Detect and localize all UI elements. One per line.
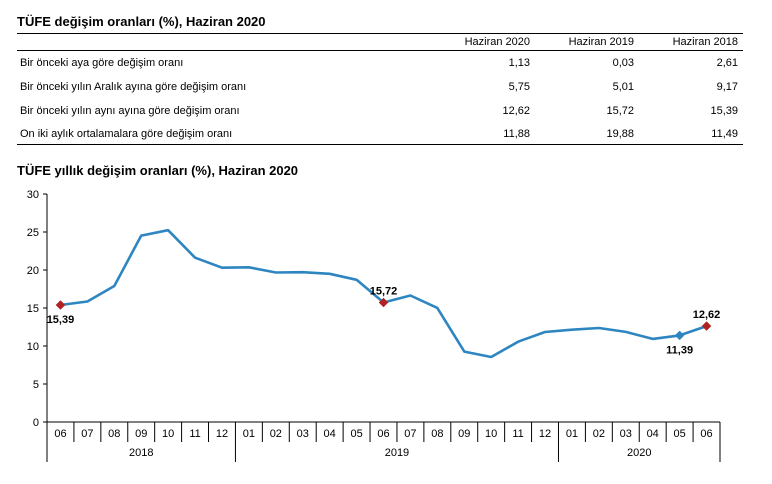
header-empty-cell (17, 33, 431, 51)
row-label: Bir önceki aya göre değişim oranı (20, 57, 184, 69)
x-tick-label: 11 (189, 428, 200, 440)
table-cell: 11,49 (639, 123, 743, 145)
data-label: 15,72 (370, 286, 398, 298)
data-label: 15,39 (47, 314, 75, 326)
x-tick-label: 05 (673, 428, 685, 440)
x-tick-label: 02 (270, 428, 282, 440)
x-tick-label: 09 (135, 428, 147, 440)
year-group-label: 2020 (627, 447, 651, 459)
data-point-marker (701, 321, 712, 331)
x-tick-label: 09 (458, 428, 470, 440)
y-tick-label: 15 (27, 303, 39, 315)
chart-title: TÜFE yıllık değişim oranları (%), Hazira… (17, 163, 299, 178)
x-tick-label: 07 (81, 428, 93, 440)
table-cell: 15,72 (606, 105, 634, 117)
data-label: 11,39 (666, 344, 693, 356)
x-tick-label: 06 (54, 428, 66, 440)
x-tick-label: 11 (512, 428, 523, 440)
change-rates-table: Haziran 2020 Haziran 2019 Haziran 2018 B… (17, 33, 743, 145)
y-tick-label: 20 (27, 265, 39, 277)
table-cell: 19,88 (535, 123, 639, 145)
row-label: Bir önceki yılın Aralık ayına göre değiş… (20, 81, 247, 93)
x-tick-label: 01 (566, 428, 578, 440)
x-tick-label: 12 (539, 428, 551, 440)
data-point-marker (55, 300, 66, 310)
x-tick-label: 10 (485, 428, 497, 440)
table-row: On iki aylık ortalamalara göre değişim o… (17, 123, 743, 145)
column-header: Haziran 2020 (431, 33, 535, 51)
x-tick-label: 03 (620, 428, 632, 440)
table-header-row: Haziran 2020 Haziran 2019 Haziran 2018 (17, 33, 743, 51)
table-row: Bir önceki aya göre değişim oranı 1,13 0… (17, 51, 743, 76)
column-header: Haziran 2019 (535, 33, 639, 51)
table-cell: 5,75 (508, 81, 530, 93)
table-cell: 2,61 (716, 57, 738, 69)
x-tick-label: 04 (647, 428, 659, 440)
x-tick-label: 03 (297, 428, 309, 440)
y-tick-label: 0 (33, 417, 39, 429)
data-point-marker (674, 330, 685, 341)
y-tick-label: 25 (27, 227, 39, 239)
data-point-marker (378, 297, 389, 308)
table-row: Bir önceki yılın aynı ayına göre değişim… (17, 99, 743, 123)
x-tick-label: 08 (431, 428, 443, 440)
x-tick-label: 06 (377, 428, 389, 440)
x-tick-label: 08 (108, 428, 120, 440)
table-cell: 11,88 (431, 123, 535, 145)
table-cell: 15,39 (710, 105, 738, 117)
x-tick-label: 10 (162, 428, 174, 440)
table-cell: 9,17 (716, 81, 738, 93)
x-tick-label: 12 (216, 428, 228, 440)
y-tick-label: 30 (27, 189, 39, 201)
table-cell: 5,01 (612, 81, 634, 93)
year-group-label: 2019 (385, 447, 409, 459)
x-tick-label: 02 (593, 428, 605, 440)
column-header: Haziran 2018 (639, 33, 743, 51)
table-cell: 1,13 (508, 57, 530, 69)
x-tick-label: 04 (324, 428, 336, 440)
table-row: Bir önceki yılın Aralık ayına göre değiş… (17, 75, 743, 99)
table-cell: 12,62 (502, 105, 530, 117)
y-tick-label: 10 (27, 341, 39, 353)
year-group-label: 2018 (129, 447, 153, 459)
y-tick-label: 5 (33, 379, 39, 391)
row-label: Bir önceki yılın aynı ayına göre değişim… (20, 105, 240, 117)
table-cell: 0,03 (612, 57, 634, 69)
x-tick-label: 07 (404, 428, 416, 440)
table-title: TÜFE değişim oranları (%), Haziran 2020 (17, 14, 266, 29)
x-tick-label: 01 (243, 428, 255, 440)
row-label: On iki aylık ortalamalara göre değişim o… (17, 123, 431, 145)
x-tick-label: 05 (350, 428, 362, 440)
data-label: 12,62 (693, 309, 721, 321)
x-tick-label: 06 (700, 428, 712, 440)
